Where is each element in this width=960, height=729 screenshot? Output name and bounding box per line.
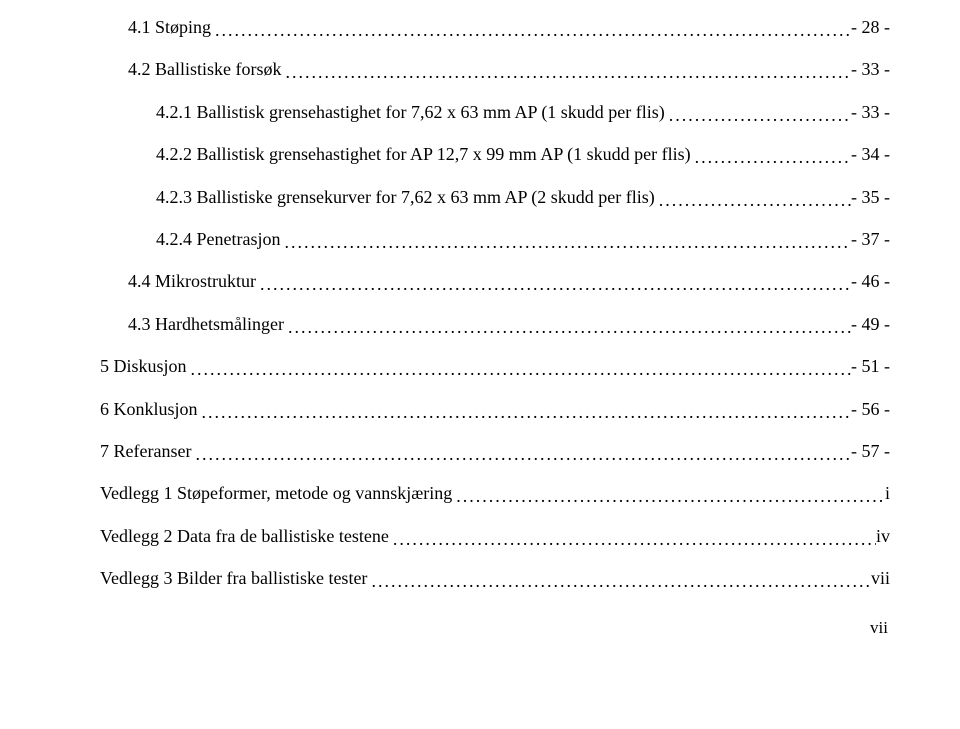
toc-entry-page: - 37 - [851,228,890,251]
toc-entry: 7 Referanser - 57 - [100,440,890,463]
toc-entry-label: 4.2.4 Penetrasjon [156,228,280,251]
toc-list: 4.1 Støping - 28 - 4.2 Ballistiske forsøk -… [100,16,890,590]
toc-entry: Vedlegg 3 Bilder fra ballistiske tester v… [100,567,890,590]
toc-leader [187,358,851,381]
toc-entry: Vedlegg 1 Støpeformer, metode og vannskj… [100,482,890,505]
toc-entry-page: i [885,482,890,505]
toc-entry-page: - 35 - [851,186,890,209]
toc-entry-page: - 33 - [851,101,890,124]
toc-entry-page: - 51 - [851,355,890,378]
toc-entry-label: 4.1 Støping [128,16,211,39]
toc-entry-page: - 57 - [851,440,890,463]
toc-entry-page: - 56 - [851,398,890,421]
toc-entry-label: 7 Referanser [100,440,191,463]
toc-entry-label: 5 Diskusjon [100,355,187,378]
toc-entry-label: Vedlegg 2 Data fra de ballistiske testen… [100,525,389,548]
toc-entry-label: 4.4 Mikrostruktur [128,270,256,293]
toc-leader [691,146,851,169]
toc-leader [191,443,851,466]
toc-entry-label: 4.2.1 Ballistisk grensehastighet for 7,6… [156,101,665,124]
toc-leader [280,231,851,254]
toc-entry: 4.2.2 Ballistisk grensehastighet for AP … [100,143,890,166]
toc-entry: 6 Konklusjon - 56 - [100,398,890,421]
toc-entry: 4.2.4 Penetrasjon - 37 - [100,228,890,251]
toc-entry-page: iv [876,525,890,548]
toc-entry-page: - 28 - [851,16,890,39]
toc-entry: 4.4 Mikrostruktur - 46 - [100,270,890,293]
toc-entry-page: - 33 - [851,58,890,81]
toc-entry-page: - 46 - [851,270,890,293]
toc-leader [389,528,876,551]
toc-entry-page: - 49 - [851,313,890,336]
toc-leader [452,485,885,508]
toc-entry-page: vii [871,567,890,590]
toc-entry-label: 6 Konklusjon [100,398,198,421]
toc-entry: Vedlegg 2 Data fra de ballistiske testen… [100,525,890,548]
toc-entry-label: 4.2.3 Ballistiske grensekurver for 7,62 … [156,186,655,209]
toc-leader [655,189,851,212]
toc-leader [211,19,851,42]
toc-entry-label: 4.3 Hardhetsmålinger [128,313,284,336]
toc-leader [282,61,852,84]
toc-entry-label: 4.2.2 Ballistisk grensehastighet for AP … [156,143,691,166]
page-number: vii [100,618,890,638]
toc-leader [198,401,851,424]
toc-entry: 4.2.3 Ballistiske grensekurver for 7,62 … [100,186,890,209]
toc-entry-label: Vedlegg 1 Støpeformer, metode og vannskj… [100,482,452,505]
toc-leader [367,570,871,593]
toc-entry: 5 Diskusjon - 51 - [100,355,890,378]
toc-entry-label: 4.2 Ballistiske forsøk [128,58,282,81]
toc-entry: 4.3 Hardhetsmålinger - 49 - [100,313,890,336]
toc-leader [665,104,851,127]
toc-leader [284,316,851,339]
toc-page: 4.1 Støping - 28 - 4.2 Ballistiske forsøk -… [0,0,960,638]
toc-entry: 4.2 Ballistiske forsøk - 33 - [100,58,890,81]
toc-entry: 4.2.1 Ballistisk grensehastighet for 7,6… [100,101,890,124]
toc-entry: 4.1 Støping - 28 - [100,16,890,39]
toc-leader [256,273,851,296]
toc-entry-page: - 34 - [851,143,890,166]
toc-entry-label: Vedlegg 3 Bilder fra ballistiske tester [100,567,367,590]
